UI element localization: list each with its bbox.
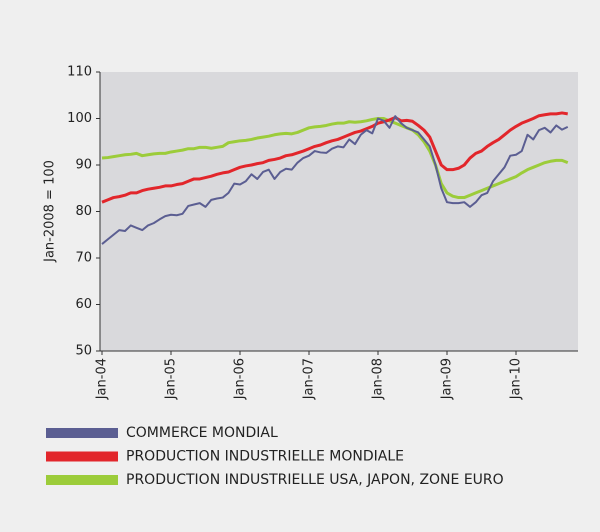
y-tick-label: 80 bbox=[75, 204, 92, 219]
y-tick-label: 110 bbox=[67, 65, 92, 80]
legend: COMMERCE MONDIAL PRODUCTION INDUSTRIELLE … bbox=[46, 425, 504, 488]
y-tick-label: 90 bbox=[75, 158, 92, 173]
x-tick-label: Jan-06 bbox=[233, 358, 248, 400]
legend-swatch bbox=[46, 451, 118, 462]
legend-swatch bbox=[46, 475, 118, 485]
y-tick-label: 60 bbox=[75, 297, 92, 312]
series-line bbox=[101, 115, 569, 245]
legend-label: PRODUCTION INDUSTRIELLE MONDIALE bbox=[126, 449, 404, 465]
y-axis-label: Jan-2008 = 100 bbox=[43, 160, 58, 263]
series-line bbox=[101, 111, 568, 204]
x-tick-label: Jan-09 bbox=[440, 358, 455, 400]
plot-area bbox=[100, 72, 578, 351]
x-tick-label: Jan-08 bbox=[371, 358, 386, 400]
y-tick-label: 70 bbox=[75, 251, 92, 266]
legend-label: COMMERCE MONDIAL bbox=[126, 425, 278, 441]
x-tick-label: Jan-07 bbox=[302, 358, 317, 400]
y-tick-label: 100 bbox=[67, 111, 92, 126]
x-tick-label: Jan-10 bbox=[509, 358, 524, 400]
x-tick-label: Jan-05 bbox=[164, 358, 179, 400]
legend-swatch bbox=[46, 428, 118, 438]
y-tick-label: 50 bbox=[75, 344, 92, 359]
x-tick-label: Jan-04 bbox=[95, 358, 110, 400]
legend-label: PRODUCTION INDUSTRIELLE USA, JAPON, ZONE… bbox=[126, 472, 504, 488]
